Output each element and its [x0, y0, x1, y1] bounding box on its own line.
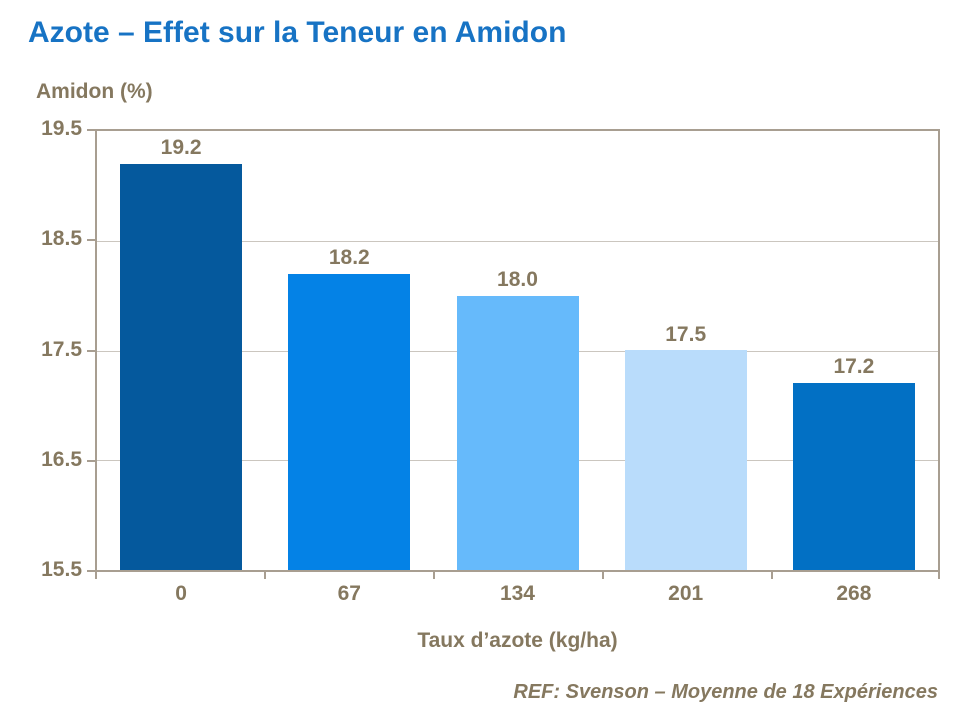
bar-value-label: 18.2: [328, 246, 370, 269]
x-tick-mark: [433, 572, 435, 579]
y-tick-label-16.5: 16.5: [41, 447, 82, 471]
plot-area: 19.2 18.2 18.0 17.5 17.2: [95, 129, 940, 572]
gridline-18-5: [97, 240, 938, 242]
bar-value-label: 17.2: [833, 355, 875, 378]
x-tick-label-201: 201: [668, 582, 704, 605]
x-tick-label-268: 268: [836, 582, 872, 605]
bar-value-label: 18.0: [497, 268, 538, 291]
y-tick-mark: [87, 570, 95, 572]
y-axis-title: Amidon (%): [36, 80, 153, 103]
x-tick-mark: [602, 572, 604, 579]
bar-134: [456, 296, 579, 570]
x-tick-mark: [264, 572, 266, 579]
x-tick-label-67: 67: [337, 582, 361, 605]
y-tick-label-18.5: 18.5: [41, 227, 82, 251]
bar-value-label: 17.5: [665, 323, 707, 346]
bar-0: [120, 164, 243, 570]
bar-67: [288, 274, 411, 570]
x-tick-label-0: 0: [175, 582, 187, 605]
bar-value-label: 19.2: [160, 136, 202, 159]
y-tick-mark: [87, 129, 95, 131]
reference-note: REF: Svenson – Moyenne de 18 Expériences: [513, 681, 938, 703]
y-tick-label-19.5: 19.5: [41, 117, 82, 140]
x-tick-mark: [95, 572, 97, 579]
y-tick-mark: [87, 459, 95, 462]
x-axis-title: Taux d’azote (kg/ha): [417, 629, 618, 652]
y-tick-mark: [87, 239, 95, 242]
chart-title: Azote – Effet sur la Teneur en Amidon: [28, 16, 567, 49]
x-tick-mark: [938, 572, 940, 579]
x-tick-mark: [771, 572, 773, 579]
y-tick-mark: [87, 349, 95, 352]
y-tick-label-17.5: 17.5: [41, 337, 82, 361]
x-tick-label-134: 134: [499, 582, 535, 605]
bar-201: [624, 350, 747, 570]
bar-268: [792, 383, 915, 570]
y-tick-label-15.5: 15.5: [41, 558, 82, 581]
